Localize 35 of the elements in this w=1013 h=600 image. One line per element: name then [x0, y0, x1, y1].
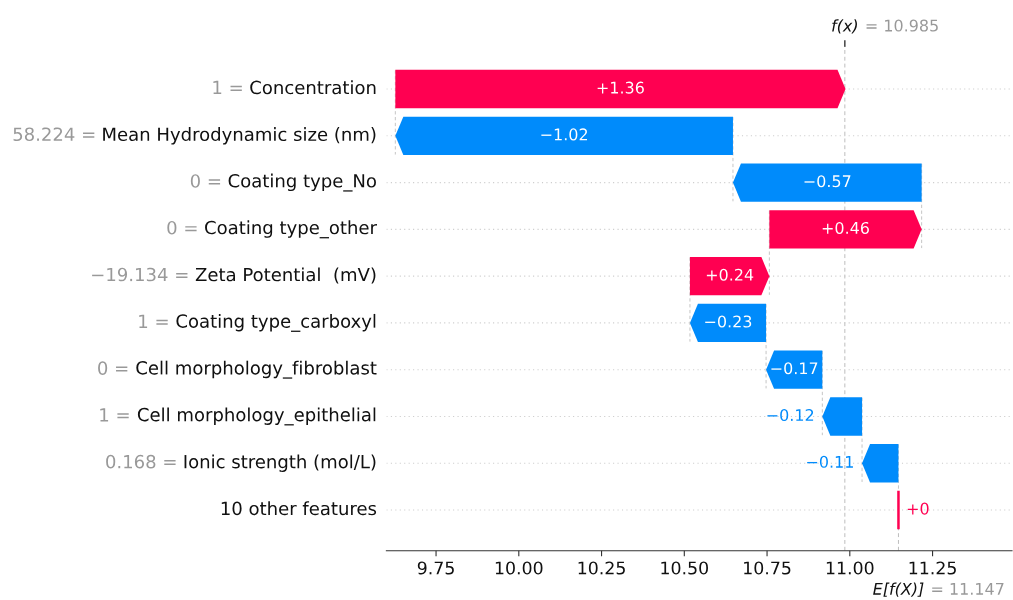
x-tick-label: 11.25: [909, 561, 956, 575]
bar: [395, 116, 733, 155]
y-tick-label: 1 = Coating type_carboxyl: [139, 313, 376, 332]
y-tick-label: 58.224 = Mean Hydrodynamic size (nm): [13, 127, 376, 145]
data-label: +0.46: [822, 221, 869, 234]
ref-line-label: E[f(X)] = 11.147: [873, 582, 1004, 597]
data-label: +1.36: [597, 81, 644, 94]
x-tick-label: 10.75: [744, 561, 791, 575]
y-tick-label: 0.168 = Ionic strength (mol/L): [106, 454, 376, 472]
y-tick-label: 10 other features: [221, 501, 377, 516]
y-tick-label: 1 = Concentration: [213, 80, 376, 95]
bar: [769, 210, 922, 249]
x-tick-label: 10.25: [578, 561, 625, 575]
bar: [689, 256, 770, 296]
data-label: −0.12: [767, 409, 814, 422]
data-label: −0.11: [807, 455, 853, 468]
ref-line-label: f(x) = 10.985: [832, 19, 938, 34]
y-tick-label: 1 = Cell morphology_epithelial: [100, 407, 376, 426]
y-tick-label: 0 = Cell morphology_fibroblast: [98, 360, 377, 379]
data-label: −0.57: [804, 175, 851, 188]
x-tick-label: 11.00: [826, 561, 874, 575]
y-tick-label: 0 = Coating type_other: [167, 220, 377, 239]
data-label: +0: [907, 502, 929, 515]
y-tick-label: −19.134 = Zeta Potential (mV): [92, 267, 376, 284]
data-label: +0.24: [706, 268, 754, 281]
bar: [689, 303, 767, 343]
data-label: −0.23: [705, 315, 752, 328]
x-tick-label: 10.50: [661, 561, 708, 575]
data-label: −1.02: [541, 128, 588, 141]
data-label: −0.17: [771, 362, 818, 375]
bar: [395, 69, 846, 109]
bar: [732, 163, 922, 202]
x-tick-label: 9.75: [417, 561, 454, 575]
x-tick-label: 10.00: [495, 561, 543, 575]
y-tick-label: 0 = Coating type_No: [190, 173, 376, 192]
